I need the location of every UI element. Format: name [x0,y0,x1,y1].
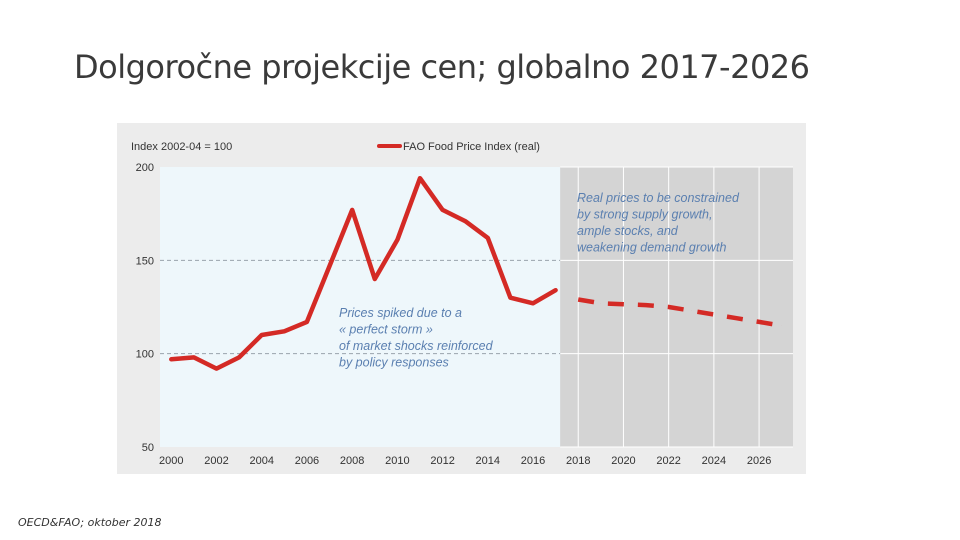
spike-annotation-line: by policy responses [339,356,449,370]
projection-annotation-line: ample stocks, and [577,224,679,238]
source-note: OECD&FAO; oktober 2018 [18,516,162,529]
projection-annotation-line: by strong supply growth, [577,208,713,222]
spike-annotation-line: Prices spiked due to a [339,306,462,320]
y-axis-label: Index 2002-04 = 100 [131,141,232,153]
y-tick-label: 50 [142,442,154,454]
x-tick-label: 2020 [611,455,635,467]
x-tick-label: 2008 [340,455,364,467]
y-tick-label: 150 [136,255,154,267]
x-tick-label: 2026 [747,455,771,467]
x-tick-label: 2014 [476,455,500,467]
x-tick-label: 2010 [385,455,409,467]
projection-series-line [577,297,783,328]
food-price-index-chart: 50 100 150 200 2000 2002 2004 2006 2008 2010 2012 2… [131,141,793,467]
legend-label: FAO Food Price Index (real) [403,141,540,153]
historical-series-line [169,175,558,371]
x-tick-label: 2016 [521,455,545,467]
x-tick-label: 2022 [656,455,680,467]
x-tick-label: 2024 [702,455,726,467]
slide-title: Dolgoročne projekcije cen; globalno 2017… [74,48,810,86]
x-tick-label: 2004 [249,455,273,467]
projection-annotation-line: weakening demand growth [577,241,726,255]
x-tick-label: 2012 [430,455,454,467]
chart-frame: 50 100 150 200 2000 2002 2004 2006 2008 2010 2012 2… [117,123,806,474]
y-tick-label: 100 [136,349,154,361]
projection-annotation-line: Real prices to be constrained [577,191,740,205]
x-tick-label: 2002 [204,455,228,467]
x-tick-label: 2006 [295,455,319,467]
y-tick-label: 200 [136,162,154,174]
x-tick-label: 2018 [566,455,590,467]
spike-annotation-line: of market shocks reinforced [339,339,494,353]
spike-annotation-line: « perfect storm » [339,323,433,337]
x-tick-label: 2000 [159,455,183,467]
